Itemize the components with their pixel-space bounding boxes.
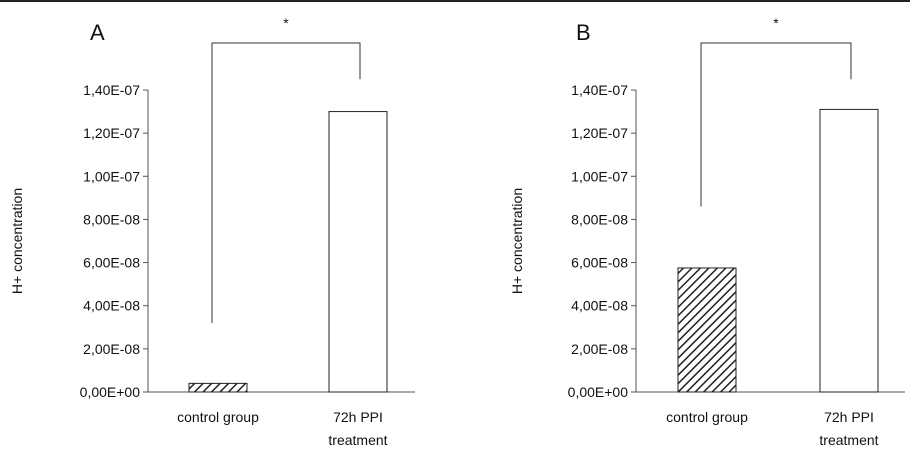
y-tick-label: 1,00E-07 [571, 168, 628, 184]
y-tick-label: 1,20E-07 [83, 125, 140, 141]
bar-2 [328, 111, 388, 393]
bar-1 [188, 382, 248, 393]
y-tick-label: 1,00E-07 [83, 168, 140, 184]
y-axis-label: H+ concentration [509, 188, 525, 294]
chart-panel-b: B H+ concentration 0,00E+00 2,00E-08 4,00E-0… [509, 15, 905, 448]
y-tick-label: 1,40E-07 [571, 82, 628, 98]
x-category-label: treatment [328, 432, 387, 448]
y-tick-label: 6,00E-08 [83, 255, 140, 271]
y-tick-label: 4,00E-08 [83, 298, 140, 314]
panel-label: B [576, 20, 591, 45]
significance-star: * [283, 15, 289, 31]
y-tick-label: 4,00E-08 [571, 298, 628, 314]
significance-bracket [211, 42, 361, 323]
bar-1 [677, 267, 737, 393]
y-tick-label: 2,00E-08 [571, 341, 628, 357]
y-tick-label: 6,00E-08 [571, 255, 628, 271]
y-tick-label: 1,20E-07 [571, 125, 628, 141]
y-tick-label: 8,00E-08 [571, 211, 628, 227]
y-tick-label: 0,00E+00 [80, 384, 141, 400]
x-category-label: 72h PPI [333, 409, 383, 425]
x-category-label: 72h PPI [824, 409, 874, 425]
top-border-rule [0, 0, 910, 2]
x-category-label: treatment [819, 432, 878, 448]
x-category-label: control group [177, 409, 259, 425]
x-category-label: control group [666, 409, 748, 425]
y-tick-label: 0,00E+00 [568, 384, 629, 400]
bar-2 [819, 108, 879, 393]
y-axis-label: H+ concentration [9, 188, 25, 294]
y-tick-label: 8,00E-08 [83, 211, 140, 227]
significance-bracket [700, 42, 852, 207]
significance-star: * [773, 15, 779, 31]
y-tick-label: 1,40E-07 [83, 82, 140, 98]
panel-label: A [90, 20, 105, 45]
chart-panel-a: A H+ concentration 0,00E+00 2,00E-08 4,00E-0… [9, 15, 415, 448]
y-tick-label: 2,00E-08 [83, 341, 140, 357]
